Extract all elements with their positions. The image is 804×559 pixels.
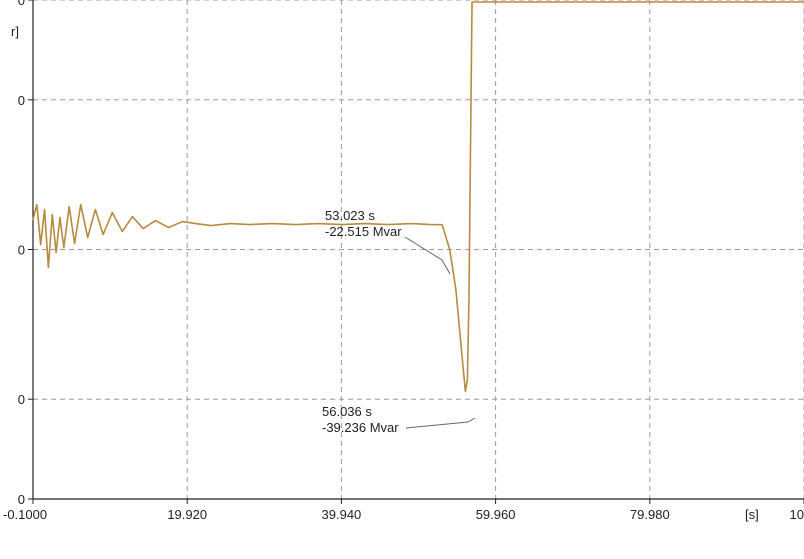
x-tick-label: -0.1000 (3, 507, 47, 522)
annot1-line2: -22.515 Mvar (325, 224, 402, 239)
x-tick-label: 39.940 (322, 507, 362, 522)
y-tick-label: 0 (18, 492, 25, 507)
annot1-line1: 53.023 s (325, 208, 375, 223)
y-tick-label: 0 (18, 93, 25, 108)
chart-svg: -0.1000 19.920 39.940 59.960 79.980 10 [s] 0 0 0 0… (0, 0, 804, 559)
x-tick-label: 59.960 (476, 507, 516, 522)
x-tick-label: 19.920 (167, 507, 207, 522)
y-tick-label: 0 (18, 392, 25, 407)
y-tick-label: 0 (18, 0, 25, 8)
x-tick-label: 10 (790, 507, 804, 522)
y-tick-label: 0 (18, 243, 25, 258)
annot2-line1: 56.036 s (322, 404, 372, 419)
y-axis-unit: r] (11, 24, 19, 39)
x-tick-label: 79.980 (630, 507, 670, 522)
chart-background (0, 0, 804, 559)
chart-container: -0.1000 19.920 39.940 59.960 79.980 10 [s] 0 0 0 0… (0, 0, 804, 559)
annot2-line2: -39.236 Mvar (322, 420, 399, 435)
x-axis-unit: [s] (745, 507, 759, 522)
